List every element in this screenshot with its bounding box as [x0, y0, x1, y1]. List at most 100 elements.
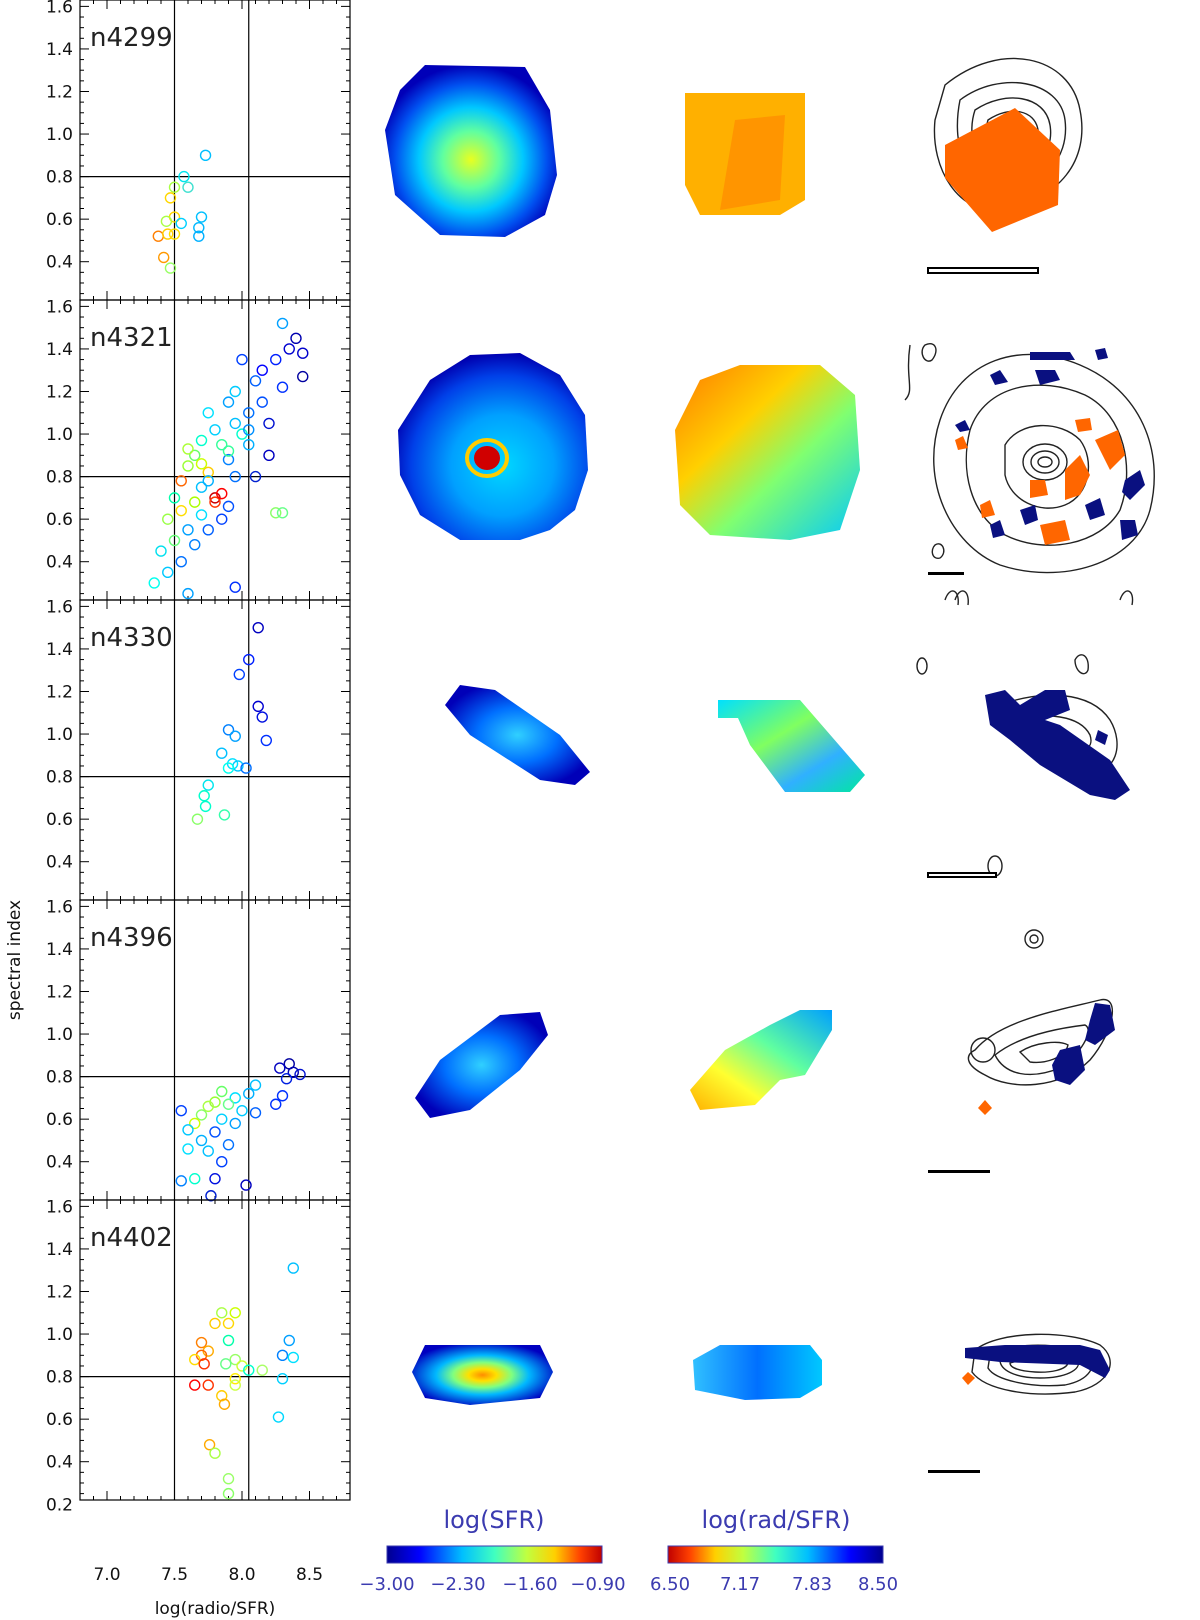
y-tick-label: 1.4 — [46, 940, 73, 960]
data-point — [216, 513, 228, 525]
data-point — [189, 1117, 201, 1130]
data-point — [168, 181, 181, 193]
data-point — [189, 1379, 201, 1391]
data-point — [229, 1373, 241, 1385]
data-point — [175, 1104, 187, 1117]
y-tick-label: 1.6 — [46, 897, 73, 917]
data-point — [263, 417, 275, 430]
data-point — [164, 262, 177, 274]
data-point — [182, 460, 194, 472]
steep-region-n4330-b — [1095, 730, 1108, 745]
data-point — [195, 211, 208, 223]
data-point — [243, 424, 255, 436]
x-tick-label: 7.0 — [93, 1565, 120, 1585]
data-point — [198, 1358, 210, 1370]
data-point — [272, 1411, 285, 1423]
data-point — [202, 524, 214, 536]
data-point — [229, 1092, 241, 1104]
data-point — [243, 438, 255, 451]
data-point — [256, 711, 268, 723]
scatter-panel-n4402: 0.2 0.4 0.6 0.8 1.0 1.2 1.4 1.6 n4402 — [46, 1197, 351, 1515]
data-point — [222, 445, 235, 457]
galaxy-label: n4299 — [90, 23, 173, 53]
data-point — [202, 779, 214, 791]
data-point — [294, 1068, 306, 1081]
data-point — [220, 1358, 232, 1370]
y-tick-label: 0.6 — [46, 510, 73, 530]
rad-map-n4330 — [718, 700, 865, 792]
data-point — [222, 1473, 235, 1485]
data-point — [256, 364, 268, 376]
data-point — [162, 566, 174, 579]
scale-bar-n4402 — [928, 1470, 980, 1473]
data-point — [191, 813, 204, 825]
data-point — [182, 1124, 194, 1136]
data-point — [229, 1353, 241, 1366]
data-point — [178, 170, 190, 183]
flat-regions-n4321 — [955, 418, 1125, 545]
data-point — [260, 734, 272, 747]
data-point — [202, 1100, 214, 1113]
y-tick-label: 1.6 — [46, 597, 73, 617]
data-point — [209, 496, 221, 508]
y-tick-label: 0.8 — [46, 1068, 73, 1088]
data-point — [243, 1087, 255, 1100]
y-tick-label: 1.2 — [46, 682, 73, 702]
data-point — [283, 1334, 295, 1347]
data-point — [297, 347, 309, 359]
y-tick-label: 0.8 — [46, 1368, 73, 1388]
scatter-panel-n4299: 0.4 0.6 0.8 1.0 1.2 1.4 1.6 n4299 — [46, 0, 351, 301]
steep-region-n4402 — [965, 1345, 1110, 1378]
data-point — [290, 332, 302, 344]
data-point — [243, 1364, 255, 1376]
data-point — [249, 470, 262, 483]
sfr-peak-n4321 — [474, 446, 500, 470]
data-point — [216, 1307, 228, 1319]
contour-map-column — [904, 57, 1155, 1473]
data-point — [182, 587, 194, 600]
rad-map-n4321 — [675, 365, 860, 540]
data-point — [202, 475, 214, 487]
data-point — [175, 217, 187, 230]
data-point — [193, 230, 205, 242]
y-tick-label: 0.8 — [46, 468, 73, 488]
data-point — [182, 524, 194, 536]
data-point — [276, 317, 289, 330]
sfr-peak-ring-n4321 — [465, 438, 509, 478]
contour-map-n4321 — [904, 343, 1155, 606]
y-tick-label: 1.2 — [46, 82, 73, 102]
steep-region-n4396-b — [1052, 1045, 1085, 1085]
data-point — [216, 747, 228, 759]
rad-map-n4396 — [690, 1010, 832, 1110]
data-point — [148, 577, 160, 589]
data-point — [249, 1079, 262, 1091]
y-tick-label: 0.2 — [46, 1495, 73, 1515]
data-point — [195, 434, 208, 447]
data-point — [229, 1307, 241, 1319]
data-point — [222, 396, 235, 408]
data-point — [175, 556, 187, 568]
y-tick-label: 1.0 — [46, 425, 73, 445]
data-point — [280, 1073, 293, 1085]
colorbar-sfr-tick: −2.30 — [430, 1574, 485, 1595]
y-tick-label: 1.2 — [46, 982, 73, 1002]
contour-map-n4402 — [928, 1333, 1111, 1473]
data-point — [216, 1113, 228, 1125]
data-point — [233, 668, 246, 681]
data-point — [209, 1447, 221, 1459]
data-point — [157, 251, 170, 264]
data-point — [276, 1090, 289, 1102]
data-point — [276, 1349, 289, 1362]
data-point — [193, 221, 205, 234]
data-point — [202, 407, 214, 419]
data-point — [195, 1109, 208, 1121]
data-point — [270, 353, 282, 366]
data-point — [249, 375, 262, 387]
data-point — [182, 1143, 194, 1155]
data-point — [270, 507, 282, 519]
y-tick-label: 0.4 — [46, 253, 73, 273]
y-tick-label: 0.4 — [46, 1453, 73, 1473]
data-point — [168, 534, 181, 547]
colorbar-rad-tick: 8.50 — [858, 1574, 898, 1595]
